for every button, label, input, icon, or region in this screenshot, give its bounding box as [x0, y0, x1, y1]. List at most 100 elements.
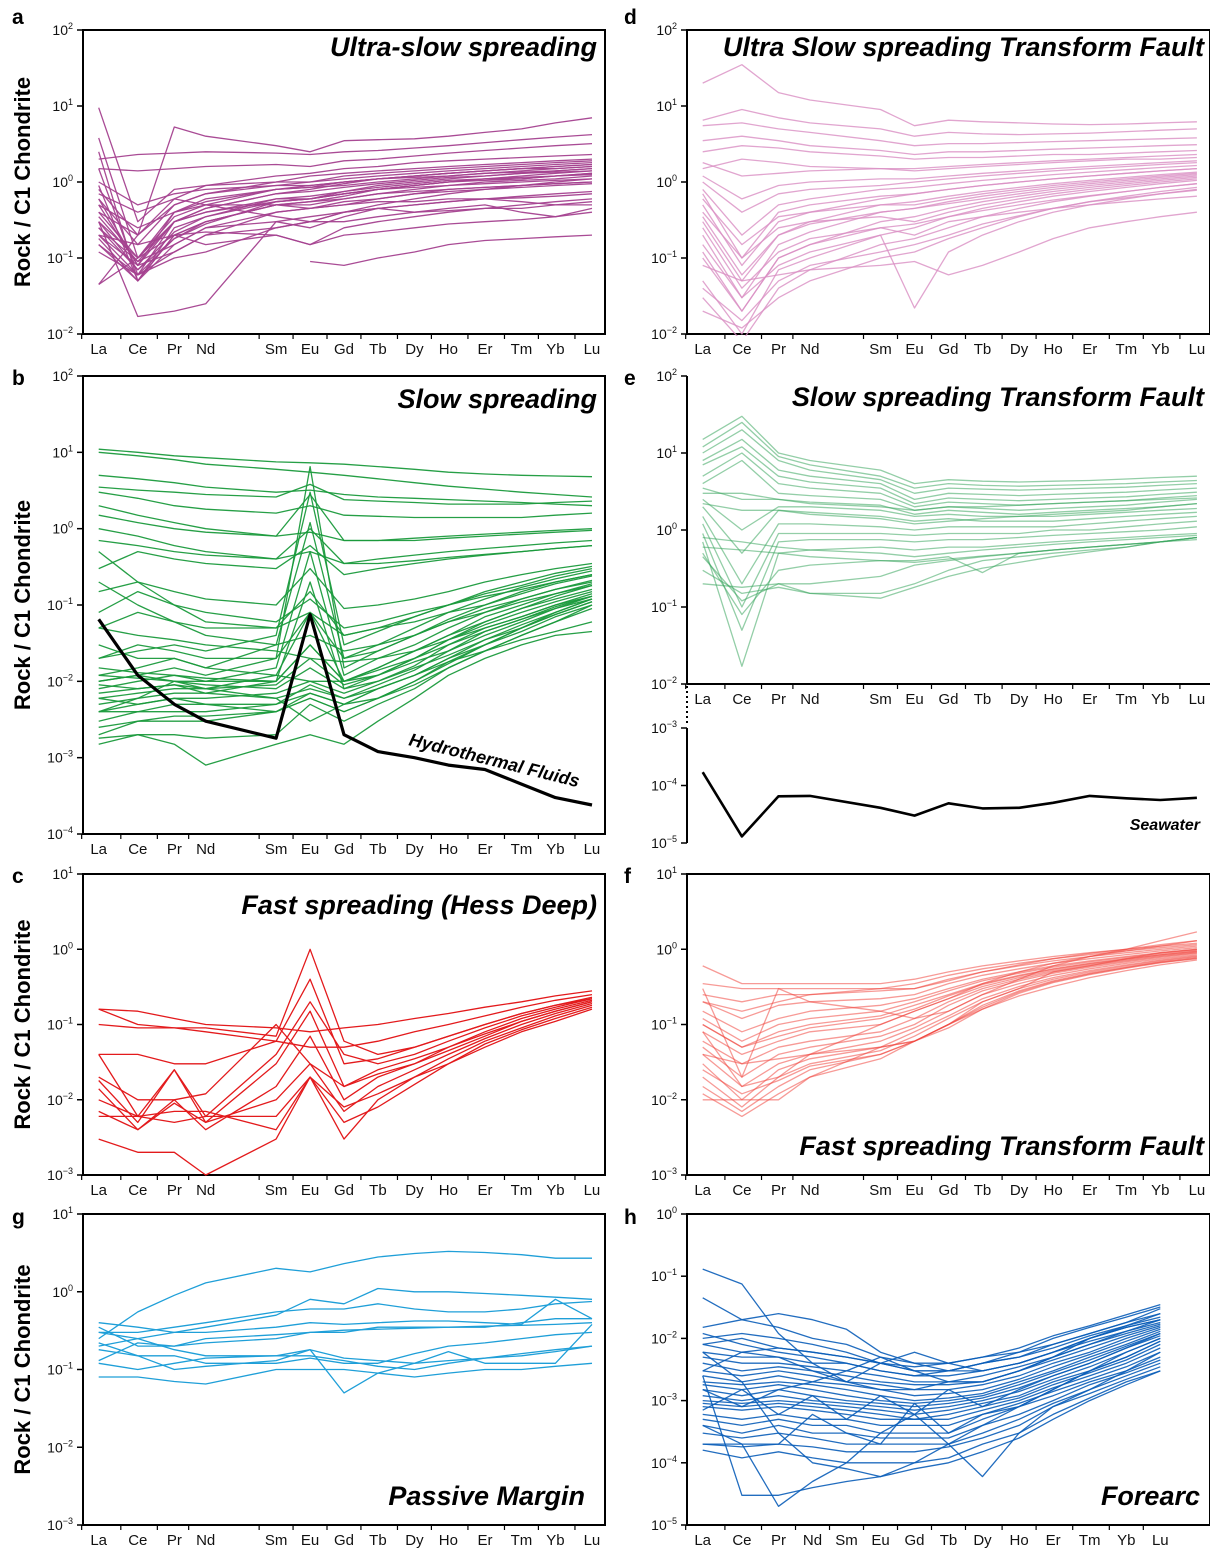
y-tick-label: 101: [52, 97, 73, 114]
series-line: [702, 953, 1197, 1088]
series-line: [98, 448, 593, 478]
series-line: [98, 978, 593, 1065]
y-tick-label: 101: [656, 444, 677, 461]
series-line: [702, 1356, 1161, 1434]
series-line: [98, 1323, 593, 1394]
y-tick-label: 100: [52, 1283, 73, 1300]
y-tick-label: 102: [656, 367, 677, 384]
series-line: [702, 947, 1197, 1020]
series-line: [702, 183, 1197, 312]
series-line: [98, 601, 593, 690]
x-tick-label: Tb: [369, 341, 387, 358]
x-tick-label: Eu: [301, 841, 319, 858]
series-line: [98, 551, 593, 637]
series-line: [702, 429, 1197, 494]
series-line: [702, 502, 1197, 525]
x-tick-label: La: [90, 841, 107, 858]
panel-b: 10−4 10−3 10−2 10−1 100 101 102 La Ce Pr Nd Sm Eu Gd T…: [10, 367, 606, 858]
x-tick-label: Sm: [265, 341, 288, 358]
x-tick-label: Sm: [265, 1532, 288, 1549]
y-tick-label: 10−1: [651, 249, 677, 266]
series-line: [702, 122, 1197, 147]
x-tick-label: Er: [477, 1532, 492, 1549]
y-tick-label: 10−2: [47, 672, 73, 689]
x-tick-label: Tb: [369, 841, 387, 858]
series-line: [702, 188, 1197, 309]
panel-letter-f: f: [624, 865, 632, 888]
x-tick-label: Ce: [128, 841, 147, 858]
x-tick-label: Lu: [1189, 691, 1206, 708]
y-tick-label: 10−1: [47, 249, 73, 266]
series-line: [702, 161, 1197, 213]
x-tick-label: Yb: [546, 1532, 564, 1549]
x-tick-label: Ce: [128, 341, 147, 358]
series-line: [702, 1351, 1161, 1427]
series-line: [702, 153, 1197, 177]
x-tick-label: Tm: [1115, 1182, 1137, 1199]
y-tick-label: 10−1: [651, 598, 677, 615]
series-line: [98, 193, 593, 263]
series-line: [702, 156, 1197, 172]
series-line: [98, 160, 593, 246]
series-line: [98, 579, 593, 652]
series-line: [98, 474, 593, 507]
series-line: [702, 1306, 1161, 1377]
y-tick-label: 10−3: [651, 1166, 677, 1183]
y-axis-label: Rock / C1 Chondrite: [10, 1264, 35, 1474]
x-tick-label: La: [90, 1532, 107, 1549]
x-tick-label: Er: [1046, 1532, 1061, 1549]
x-tick-label: Pr: [771, 1532, 786, 1549]
x-tick-label: Lu: [584, 841, 601, 858]
series-line: [98, 1002, 593, 1131]
series-group: [97, 448, 593, 807]
series-line: [702, 1340, 1161, 1416]
series-line: [702, 532, 1197, 667]
x-tick-label: Nd: [196, 1182, 215, 1199]
series-line: [98, 201, 593, 259]
panel-title: Forearc: [1101, 1481, 1200, 1511]
series-line: [702, 415, 1197, 485]
x-tick-label: Ce: [732, 1182, 751, 1199]
x-tick-label: Yb: [1117, 1532, 1135, 1549]
y-tick-label: 10−3: [651, 1392, 677, 1409]
series-line: [702, 1326, 1161, 1391]
y-tick-label: 10−5: [651, 834, 677, 851]
x-tick-label: Tm: [511, 341, 533, 358]
series-line: [702, 945, 1197, 1003]
series-line: [98, 539, 593, 565]
series-line: [702, 1328, 1161, 1397]
series-line: [98, 1300, 593, 1334]
x-tick-label: Ce: [128, 1532, 147, 1549]
series-line: [702, 164, 1197, 236]
series-line: [702, 940, 1197, 1012]
series-line: [98, 604, 593, 699]
x-tick-label: Lu: [1189, 1182, 1206, 1199]
series-line: [98, 607, 593, 713]
series-line: [702, 1319, 1161, 1408]
panel-letter-b: b: [12, 367, 25, 390]
series-line: [702, 64, 1197, 127]
x-tick-label: La: [694, 1182, 711, 1199]
series-line: [702, 950, 1197, 1048]
x-tick-label: Nd: [800, 341, 819, 358]
series-group: [702, 415, 1197, 667]
panel-letter-e: e: [624, 367, 636, 390]
series-line: [702, 446, 1197, 505]
series-line: [98, 117, 593, 236]
panel-title: Passive Margin: [388, 1481, 585, 1511]
y-tick-label: 10−4: [651, 777, 677, 794]
x-tick-label: Ce: [732, 341, 751, 358]
series-line: [702, 487, 1197, 511]
y-tick-label: 101: [52, 865, 73, 882]
panel-h: 10−5 10−4 10−3 10−2 10−1 100 La Ce Pr Nd Sm Eu Gd Tb D…: [624, 1205, 1210, 1549]
series-line: [702, 1370, 1161, 1464]
x-tick-label: La: [90, 341, 107, 358]
series-line: [702, 178, 1197, 259]
series-line: [98, 1250, 592, 1340]
series-line: [98, 573, 593, 629]
x-tick-label: Yb: [546, 341, 564, 358]
y-tick-label: 10−1: [651, 1267, 677, 1284]
x-tick-label: Lu: [584, 341, 601, 358]
series-line: [702, 1268, 1161, 1391]
